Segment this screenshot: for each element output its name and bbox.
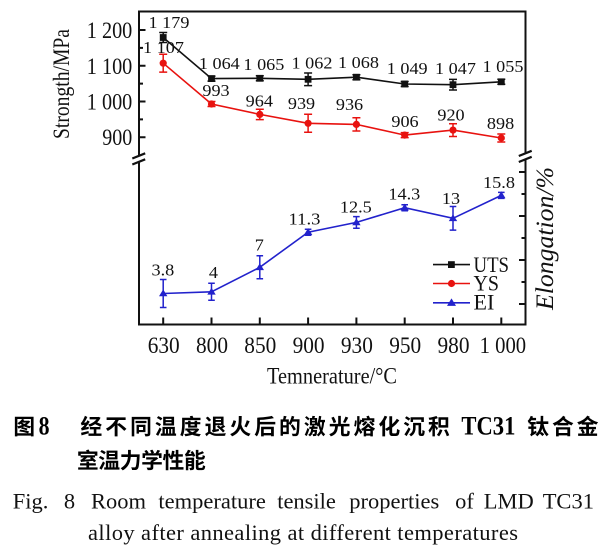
svg-text:930: 930 — [341, 333, 373, 359]
svg-text:1 049: 1 049 — [387, 59, 428, 78]
svg-text:980: 980 — [438, 333, 470, 359]
svg-text:12.5: 12.5 — [340, 197, 372, 216]
svg-text:TC31: TC31 — [461, 411, 515, 440]
svg-text:3.8: 3.8 — [152, 261, 175, 280]
svg-text:1 055: 1 055 — [483, 57, 524, 76]
svg-text:1 062: 1 062 — [292, 54, 333, 73]
svg-text:temperature: temperature — [158, 488, 265, 513]
svg-text:1 064: 1 064 — [199, 54, 240, 73]
svg-text:936: 936 — [336, 95, 363, 114]
svg-text:939: 939 — [288, 94, 315, 113]
svg-text:Elongation/%: Elongation/% — [532, 167, 559, 311]
svg-text:alloy after annealing at diffe: alloy after annealing at different tempe… — [88, 520, 518, 545]
svg-text:of: of — [455, 488, 474, 513]
svg-text:Temnerature/°C: Temnerature/°C — [267, 364, 397, 390]
svg-text:1 179: 1 179 — [149, 13, 190, 32]
svg-text:14.3: 14.3 — [388, 184, 420, 203]
svg-text:1 068: 1 068 — [338, 53, 379, 72]
svg-text:tensile: tensile — [277, 488, 336, 513]
svg-text:1 000: 1 000 — [87, 90, 133, 116]
svg-text:800: 800 — [196, 333, 228, 359]
svg-text:13: 13 — [442, 189, 460, 208]
svg-text:8: 8 — [64, 488, 75, 513]
svg-text:4: 4 — [209, 263, 218, 282]
svg-text:LMD: LMD — [484, 488, 534, 513]
svg-text:properties: properties — [349, 488, 439, 513]
svg-text:Strongth/MPa: Strongth/MPa — [49, 29, 75, 139]
svg-text:11.3: 11.3 — [289, 210, 321, 229]
svg-text:1 107: 1 107 — [143, 38, 184, 57]
svg-text:EI: EI — [474, 289, 495, 314]
svg-text:1 047: 1 047 — [435, 59, 476, 78]
svg-text:Fig.: Fig. — [13, 488, 49, 513]
svg-text:1 100: 1 100 — [87, 54, 133, 80]
svg-text:950: 950 — [389, 333, 421, 359]
svg-text:1 065: 1 065 — [243, 55, 284, 74]
svg-text:993: 993 — [202, 81, 229, 100]
svg-text:900: 900 — [293, 333, 325, 359]
svg-text:15.8: 15.8 — [483, 173, 515, 192]
svg-text:900: 900 — [102, 125, 132, 151]
svg-text:1 000: 1 000 — [480, 333, 527, 359]
svg-text:964: 964 — [246, 92, 273, 111]
svg-text:7: 7 — [255, 236, 264, 255]
svg-text:1 200: 1 200 — [87, 18, 133, 44]
svg-text:906: 906 — [391, 112, 418, 131]
svg-text:898: 898 — [487, 114, 514, 133]
svg-text:UTS: UTS — [474, 252, 510, 277]
svg-text:YS: YS — [474, 271, 500, 296]
svg-text:TC31: TC31 — [543, 488, 594, 513]
svg-text:Room: Room — [91, 488, 147, 513]
svg-text:8: 8 — [39, 411, 50, 440]
svg-text:850: 850 — [244, 333, 276, 359]
svg-text:920: 920 — [437, 106, 464, 125]
svg-text:630: 630 — [148, 333, 180, 359]
